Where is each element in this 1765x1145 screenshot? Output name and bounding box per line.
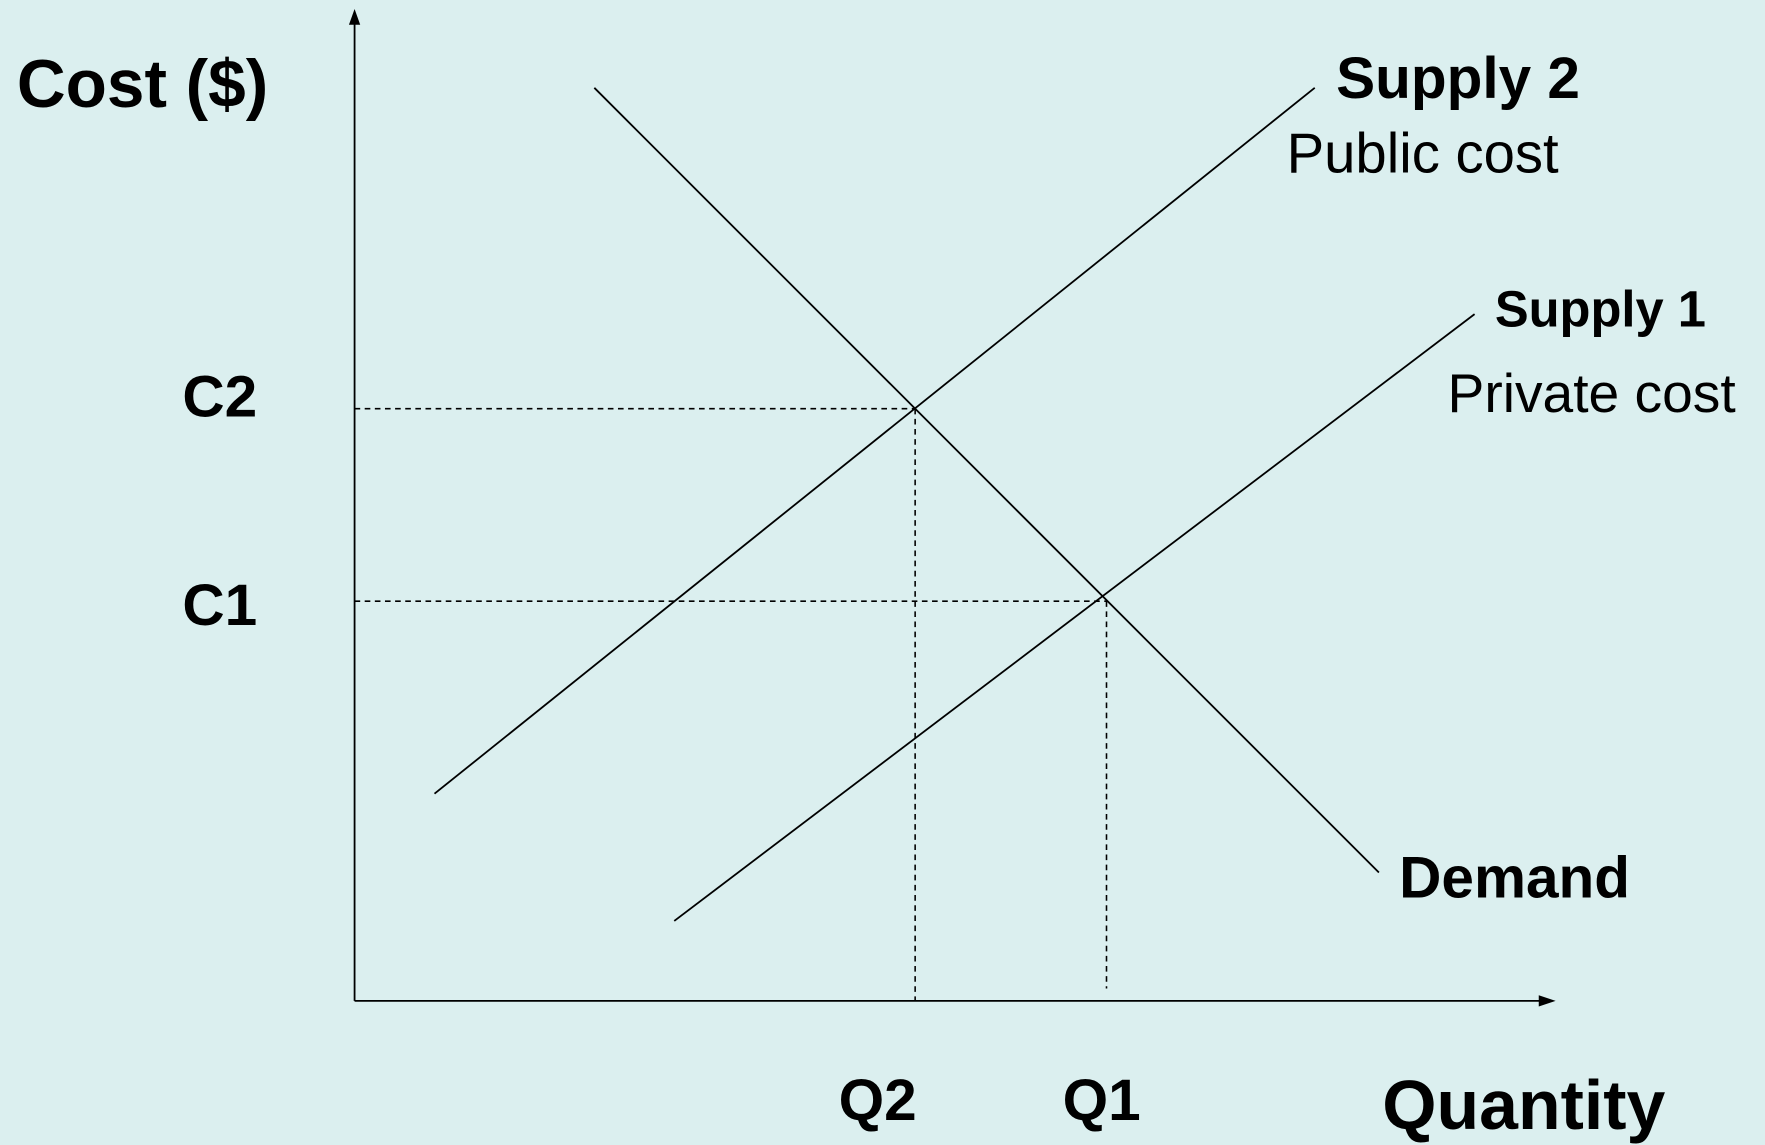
demand-curve (593, 87, 1380, 874)
x-axis-label: Quantity (1382, 1066, 1665, 1144)
x-level-label: Q2 (839, 1068, 917, 1133)
supply-2-curve (433, 87, 1316, 795)
x-level-label: Q1 (1063, 1068, 1141, 1133)
y-axis-arrow (348, 9, 361, 25)
supply-2-description: Public cost (1287, 121, 1559, 184)
demand-label: Demand (1399, 845, 1630, 910)
y-level-label: C2 (182, 365, 257, 430)
y-level-label: C1 (182, 573, 257, 638)
supply-1-label: Supply 1 (1495, 280, 1706, 337)
supply-2-label: Supply 2 (1336, 46, 1580, 111)
supply-1-description: Private cost (1448, 362, 1736, 424)
x-axis-arrow (1538, 995, 1556, 1007)
supply-1-curve (673, 313, 1476, 922)
y-axis-label: Cost ($) (17, 47, 268, 122)
